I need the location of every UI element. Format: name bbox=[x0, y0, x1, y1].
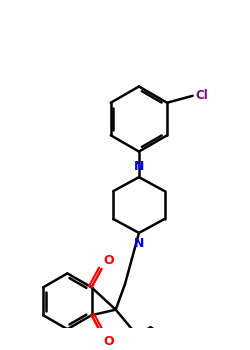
Text: O: O bbox=[104, 254, 114, 267]
Text: O: O bbox=[104, 335, 114, 349]
Text: N: N bbox=[134, 237, 144, 250]
Text: Cl: Cl bbox=[195, 89, 208, 102]
Text: N: N bbox=[134, 160, 144, 173]
